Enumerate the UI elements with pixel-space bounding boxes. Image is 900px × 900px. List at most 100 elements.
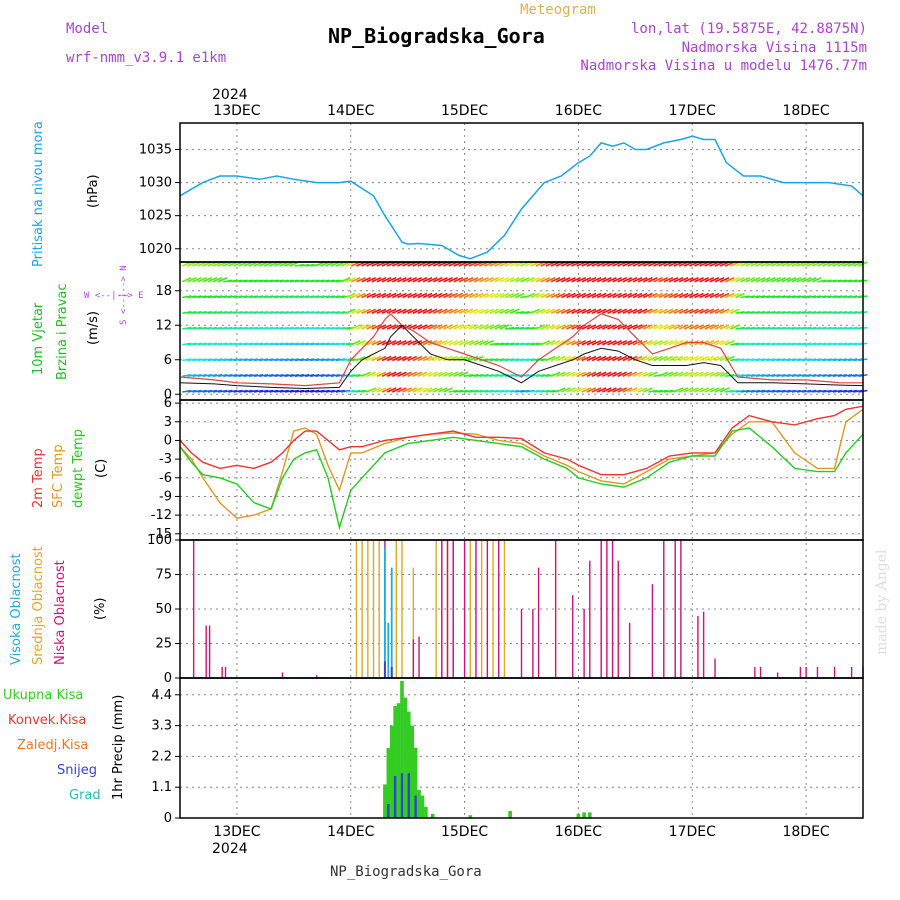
wind-arrow	[248, 358, 259, 362]
wind-arrow	[422, 355, 433, 362]
wind-arrow	[837, 342, 848, 346]
wind-arrow	[397, 355, 407, 362]
wind-arrow	[197, 358, 207, 362]
wind-arrow	[335, 358, 346, 362]
wind-arrow	[330, 295, 340, 299]
wind-arrow	[745, 389, 755, 393]
wind-arrow	[663, 389, 673, 393]
wind-arrow	[704, 292, 715, 299]
wind-arrow	[812, 342, 822, 346]
wind-arrow	[386, 340, 397, 346]
wind-arrow	[386, 387, 397, 393]
wind-arrow	[330, 358, 340, 362]
wind-arrow	[755, 373, 766, 378]
wind-arrow	[299, 326, 310, 330]
wind-arrow	[848, 326, 858, 330]
wind-arrow	[340, 389, 351, 393]
date-label-top: 18DEC	[782, 103, 829, 119]
wind-arrow	[258, 373, 269, 378]
wind-arrow	[402, 324, 412, 330]
wind-arrow	[766, 358, 776, 362]
wind-arrow	[279, 310, 289, 315]
wind-arrow	[299, 373, 310, 378]
wind-arrow	[832, 326, 842, 330]
wind-arrow	[417, 387, 428, 393]
wind-arrow	[489, 358, 499, 362]
wind-arrow	[371, 277, 382, 283]
wind-arrow	[192, 342, 202, 346]
wind-arrow	[289, 358, 299, 362]
wind-arrow	[689, 387, 699, 393]
wind-arrow	[750, 326, 761, 330]
wind-arrow	[612, 292, 622, 299]
wind-arrow	[228, 279, 238, 283]
wind-arrow	[832, 295, 842, 299]
wind-arrow	[817, 295, 827, 299]
wind-arrow	[509, 342, 520, 346]
wind-arrow	[335, 295, 346, 299]
wind-arrow	[709, 324, 720, 330]
wind-arrow	[853, 279, 863, 283]
wind-arrow	[212, 389, 223, 393]
wind-arrow	[212, 310, 223, 315]
wind-arrow	[484, 308, 494, 314]
y-tick-label: 1030	[139, 176, 172, 191]
wind-arrow	[627, 340, 638, 346]
precip-total-bar	[413, 748, 418, 818]
grid-lines	[180, 123, 863, 819]
wind-arrow	[658, 308, 668, 314]
wind-arrow	[499, 324, 510, 330]
wind-arrow	[694, 277, 704, 283]
wind-arrow	[223, 358, 233, 362]
wind-arrow	[192, 389, 202, 393]
wind-arrow	[642, 355, 653, 362]
wind-arrow	[468, 308, 479, 314]
wind-arrow	[822, 310, 832, 315]
wind-arrow	[484, 358, 494, 362]
wind-arrow	[632, 292, 643, 299]
y-tick-label: 25	[155, 637, 172, 652]
wind-arrow	[192, 358, 202, 362]
wind-arrow	[760, 389, 771, 393]
wind-arrow	[837, 326, 848, 330]
wind-arrow	[386, 277, 397, 283]
wind-arrow	[586, 277, 597, 283]
wind-arrow	[238, 373, 248, 378]
wind-arrow	[315, 310, 325, 315]
y-tick-label: 2.2	[151, 749, 172, 764]
wind-arrow	[422, 340, 433, 346]
wind-arrow	[310, 373, 320, 378]
wind-arrow	[350, 340, 361, 346]
wind-arrow	[663, 277, 674, 283]
wind-arrow	[264, 295, 274, 299]
wind-arrow	[709, 277, 720, 283]
wind-arrow	[848, 279, 858, 283]
wind-arrow	[305, 358, 315, 362]
wind-arrow	[320, 279, 330, 283]
wind-arrow	[632, 324, 643, 330]
wind-arrow	[335, 326, 346, 330]
wind-arrow	[402, 292, 412, 299]
wind-arrow	[499, 277, 510, 283]
wind-arrow	[735, 358, 745, 362]
wind-arrow	[412, 292, 423, 299]
wind-arrow	[233, 310, 243, 315]
wind-arrow	[540, 340, 551, 346]
wind-arrow	[356, 340, 366, 346]
wind-arrow	[796, 358, 807, 362]
wind-arrow	[781, 389, 791, 393]
wind-arrow	[642, 308, 653, 314]
wind-arrow	[842, 342, 853, 346]
wind-arrow	[443, 340, 453, 346]
t2m-line	[179, 405, 864, 476]
wind-arrow	[238, 358, 248, 362]
wind-arrow	[294, 373, 305, 378]
wind-arrow	[448, 389, 458, 393]
wind-arrow	[192, 310, 202, 315]
wind-arrow	[637, 292, 648, 299]
wind-arrow	[540, 373, 550, 378]
wind-arrow	[427, 387, 438, 393]
temp-unit: (C)	[94, 459, 109, 478]
y-tick-label: 50	[155, 602, 172, 617]
wind-arrow	[771, 295, 781, 299]
